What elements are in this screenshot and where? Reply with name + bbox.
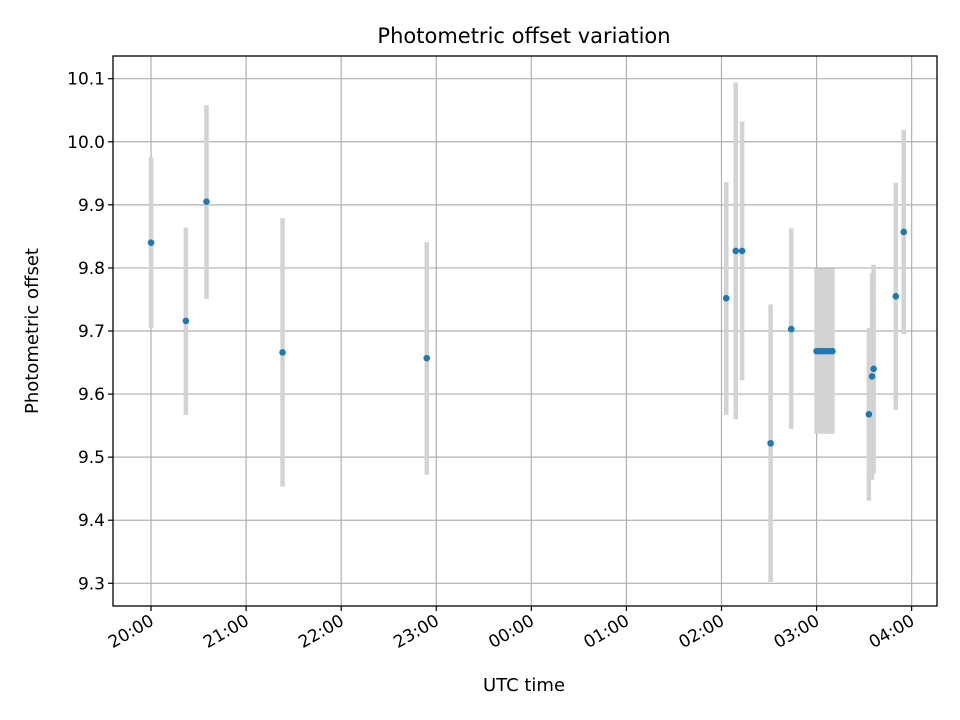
data-point xyxy=(279,349,286,356)
data-point xyxy=(147,239,155,246)
data-point xyxy=(865,410,873,418)
data-point xyxy=(732,247,740,255)
data-point xyxy=(787,325,795,333)
grid xyxy=(113,56,937,606)
y-tick-label: 10.0 xyxy=(67,133,105,153)
y-tick-label: 9.5 xyxy=(78,448,105,468)
y-tick-label: 9.4 xyxy=(78,511,105,531)
data-point xyxy=(900,228,908,236)
y-tick-label: 9.7 xyxy=(78,322,105,342)
data-points xyxy=(147,198,908,447)
data-point xyxy=(829,347,836,355)
data-point xyxy=(892,293,900,300)
data-point xyxy=(767,439,774,447)
x-axis-label: UTC time xyxy=(483,675,565,696)
y-axis: 9.3 9.4 9.5 9.6 9.7 9.8 9.9 10.0 10.1 xyxy=(67,70,113,594)
data-point xyxy=(738,247,746,255)
y-tick-label: 9.6 xyxy=(78,385,105,405)
y-tick-label: 9.3 xyxy=(78,574,105,594)
data-point xyxy=(423,354,431,362)
data-point xyxy=(722,294,730,302)
data-point xyxy=(203,198,210,205)
data-point xyxy=(870,365,877,373)
y-axis-label: Photometric offset xyxy=(22,248,43,414)
y-tick-label: 9.8 xyxy=(78,259,105,279)
y-tick-label: 9.9 xyxy=(78,196,105,216)
data-point xyxy=(868,373,876,380)
data-point xyxy=(182,317,190,325)
chart-title: Photometric offset variation xyxy=(377,24,670,48)
y-tick-label: 10.1 xyxy=(67,70,105,90)
